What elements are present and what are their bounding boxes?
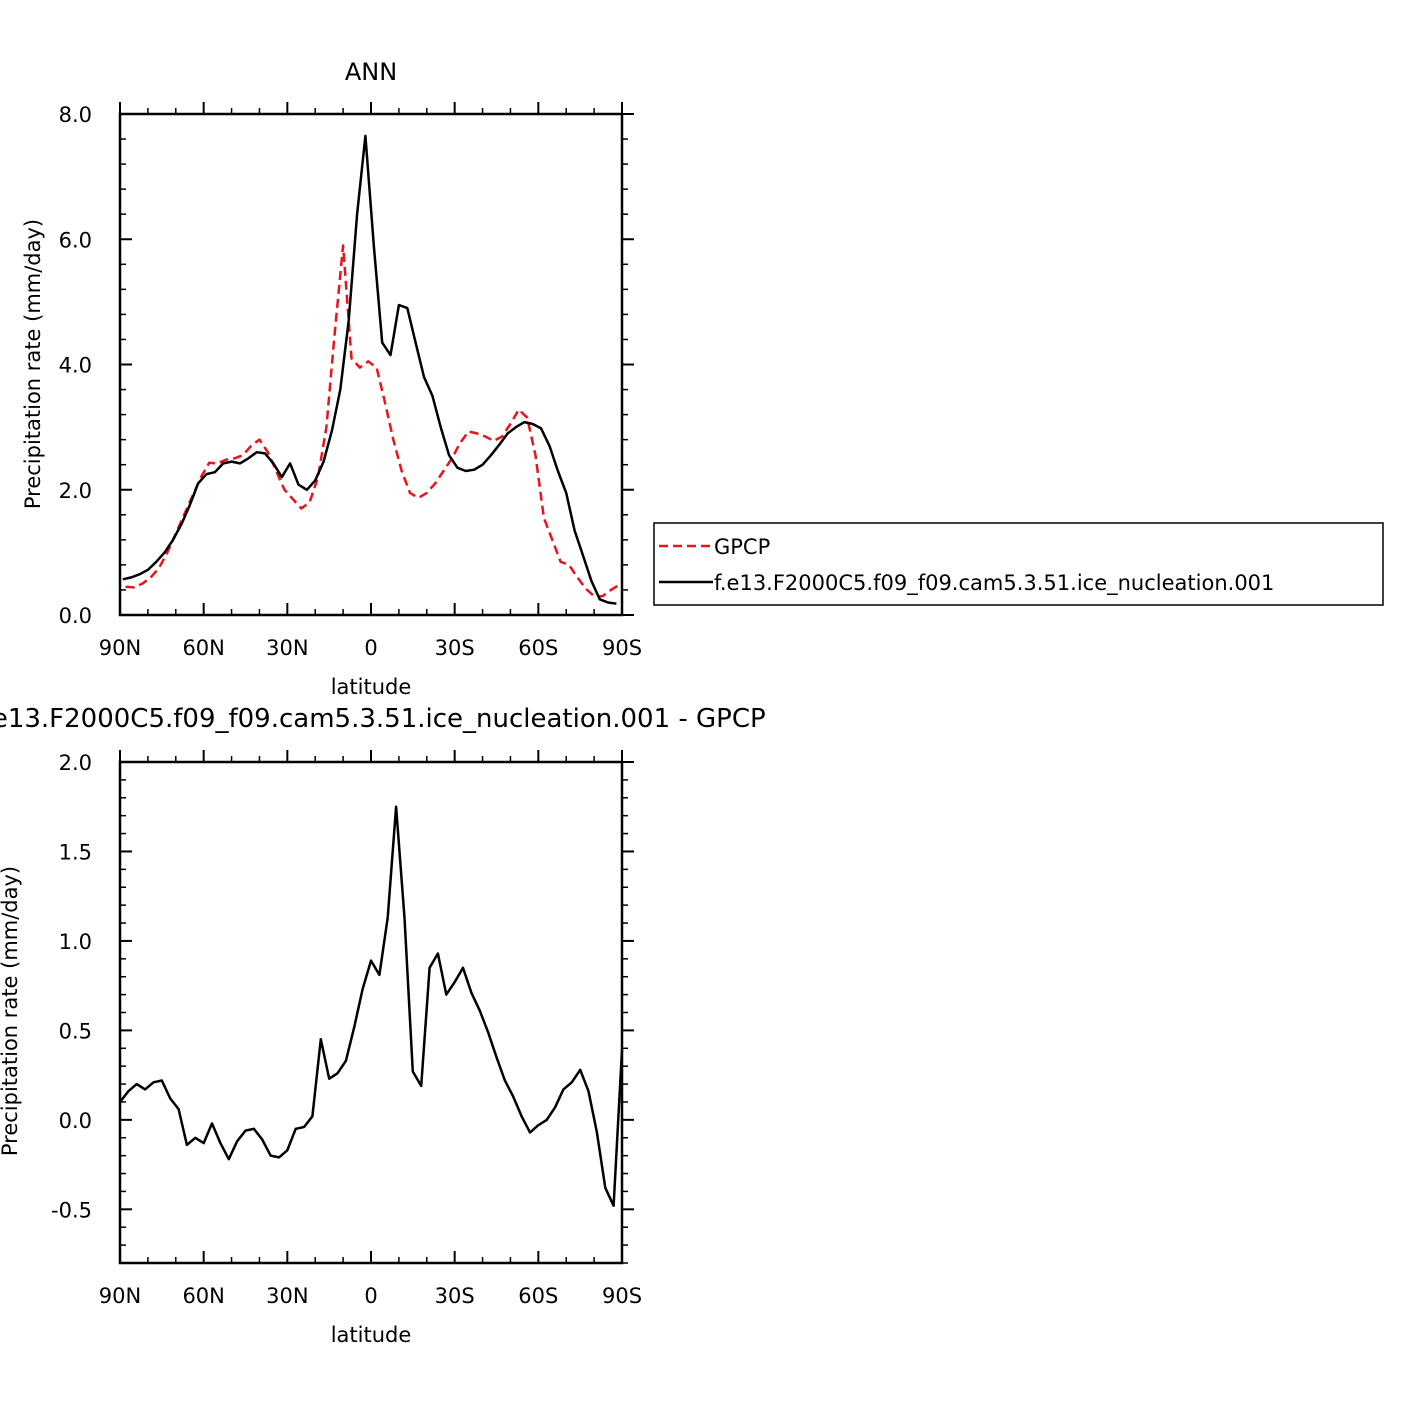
- panel1-ylabel: Precipitation rate (mm/day): [21, 219, 45, 509]
- y-tick-label: 2.0: [59, 479, 92, 503]
- panel1-y-tick-labels: 0.0 2.0 4.0 6.0 8.0: [59, 103, 92, 628]
- x-tick-label: 0: [364, 1284, 377, 1308]
- panel2-ticks: [119, 750, 634, 1264]
- panel1-series: [122, 134, 620, 605]
- x-tick-label: 60N: [182, 1284, 224, 1308]
- x-tick-label: 0: [364, 636, 377, 660]
- panel2-plot-frame: [118, 760, 624, 1265]
- panel2-title: f.e13.F2000C5.f09_f09.cam5.3.51.ice_nucl…: [0, 704, 766, 734]
- panel1-plot-frame: [118, 112, 624, 617]
- y-tick-label: 1.0: [59, 930, 92, 954]
- x-tick-label: 90S: [602, 1284, 642, 1308]
- legend-label-gpcp: GPCP: [714, 535, 770, 559]
- legend-box: [653, 522, 1384, 606]
- panel1-ticks: [119, 102, 634, 616]
- y-tick-label: 6.0: [59, 228, 92, 252]
- panel1-xlabel: latitude: [331, 675, 412, 699]
- panel-annual-precipitation: ANN Precipitation rate (mm/day) latitude…: [21, 58, 642, 699]
- y-tick-label: 0.5: [59, 1019, 92, 1043]
- y-tick-label: 8.0: [59, 103, 92, 127]
- series-line-model: [122, 134, 617, 605]
- panel1-x-tick-labels: 90N 60N 30N 0 30S 60S 90S: [99, 636, 642, 660]
- x-tick-label: 60S: [518, 1284, 558, 1308]
- panel1-title: ANN: [345, 58, 397, 86]
- x-tick-label: 90S: [602, 636, 642, 660]
- panel2-ylabel: Precipitation rate (mm/day): [0, 866, 22, 1156]
- x-tick-label: 90N: [99, 636, 141, 660]
- y-tick-label: 2.0: [59, 751, 92, 775]
- panel-difference: f.e13.F2000C5.f09_f09.cam5.3.51.ice_nucl…: [0, 704, 766, 1347]
- x-tick-label: 60N: [182, 636, 224, 660]
- y-tick-label: 4.0: [59, 354, 92, 378]
- y-tick-label: -0.5: [51, 1198, 92, 1222]
- y-tick-label: 1.5: [59, 840, 92, 864]
- legend-label-model: f.e13.F2000C5.f09_f09.cam5.3.51.ice_nucl…: [714, 571, 1274, 596]
- series-line-model: [119, 805, 624, 1207]
- panel2-x-tick-labels: 90N 60N 30N 0 30S 60S 90S: [99, 1284, 642, 1308]
- x-tick-label: 90N: [99, 1284, 141, 1308]
- y-tick-label: 0.0: [59, 1109, 92, 1133]
- x-tick-label: 30N: [266, 1284, 308, 1308]
- panel2-xlabel: latitude: [331, 1323, 412, 1347]
- series-line-gpcp: [125, 244, 620, 598]
- legend: GPCP f.e13.F2000C5.f09_f09.cam5.3.51.ice…: [653, 522, 1384, 606]
- x-tick-label: 30N: [266, 636, 308, 660]
- x-tick-label: 60S: [518, 636, 558, 660]
- x-tick-label: 30S: [435, 1284, 475, 1308]
- panel2-series: [119, 805, 624, 1207]
- panel2-y-tick-labels: -0.5 0.0 0.5 1.0 1.5 2.0: [51, 751, 92, 1222]
- x-tick-label: 30S: [435, 636, 475, 660]
- y-tick-label: 0.0: [59, 604, 92, 628]
